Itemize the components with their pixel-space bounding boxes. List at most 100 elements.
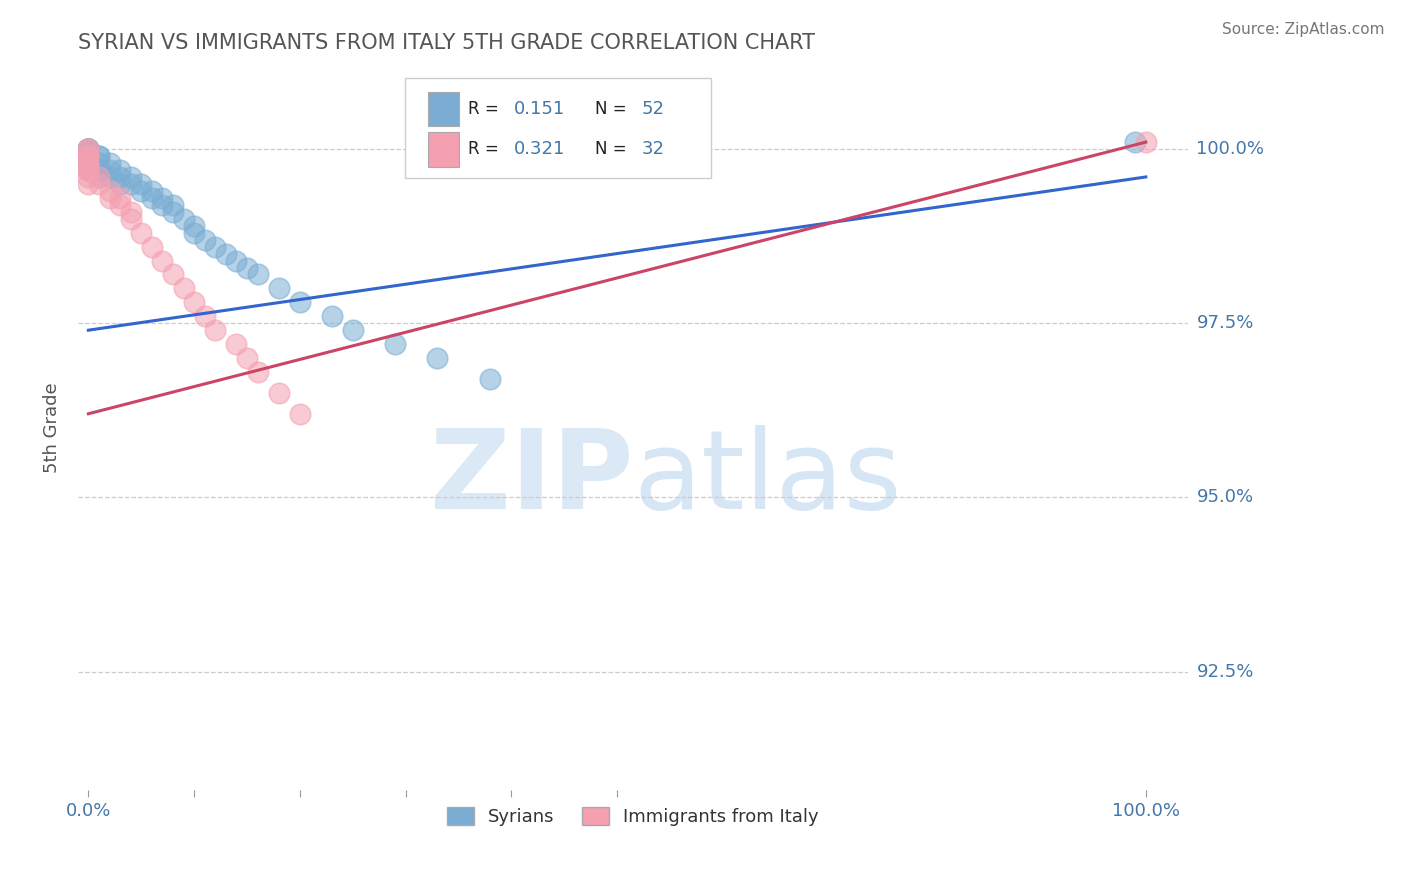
Point [150,253,173,268]
Text: R =: R = [468,100,503,118]
Point [1123,135,1146,149]
Point [87,169,110,184]
Point [120,169,142,184]
Point [215,246,238,260]
Point [77,149,100,163]
Point [225,253,247,268]
Point [77,142,100,156]
Point [150,198,173,212]
Point [77,163,100,178]
Point [77,149,100,163]
Legend: Syrians, Immigrants from Italy: Syrians, Immigrants from Italy [437,797,828,835]
Point [183,219,205,233]
Point [162,268,184,282]
Point [120,177,142,191]
Text: 52: 52 [643,100,665,118]
Point [204,323,226,337]
Point [129,177,152,191]
Point [225,337,247,351]
Point [120,211,142,226]
Point [87,169,110,184]
Point [194,310,217,324]
Point [173,211,195,226]
Text: 95.0%: 95.0% [1197,488,1254,507]
Point [267,385,290,400]
Point [77,142,100,156]
Point [108,169,131,184]
Point [288,295,311,310]
Text: N =: N = [595,100,633,118]
Text: SYRIAN VS IMMIGRANTS FROM ITALY 5TH GRADE CORRELATION CHART: SYRIAN VS IMMIGRANTS FROM ITALY 5TH GRAD… [77,33,815,53]
Point [129,184,152,198]
Point [77,149,100,163]
Point [77,163,100,178]
Point [321,310,343,324]
Text: 0.151: 0.151 [515,100,565,118]
Point [129,226,152,240]
Text: 100.0%: 100.0% [1197,140,1264,158]
Point [77,142,100,156]
Point [288,407,311,421]
Point [236,351,259,365]
Point [194,233,217,247]
Point [173,281,195,295]
Point [246,365,269,379]
Point [77,142,100,156]
Point [108,177,131,191]
Point [87,149,110,163]
Text: 32: 32 [643,140,665,158]
Point [183,226,205,240]
Point [141,239,163,253]
Point [108,191,131,205]
Point [236,260,259,275]
Point [98,163,121,178]
Point [77,156,100,170]
Point [87,163,110,178]
Point [120,204,142,219]
Point [183,295,205,310]
FancyBboxPatch shape [405,78,710,178]
Point [108,198,131,212]
Point [77,149,100,163]
Point [98,184,121,198]
Point [87,156,110,170]
Point [87,149,110,163]
Y-axis label: 5th Grade: 5th Grade [44,383,60,473]
FancyBboxPatch shape [427,132,458,167]
Text: 97.5%: 97.5% [1197,314,1254,332]
Point [77,149,100,163]
Point [98,156,121,170]
Point [426,351,449,365]
Point [246,268,269,282]
Point [77,163,100,178]
Point [162,198,184,212]
Point [77,177,100,191]
Point [98,191,121,205]
Text: N =: N = [595,140,633,158]
Point [141,184,163,198]
Text: R =: R = [468,140,503,158]
Point [384,337,406,351]
Point [98,169,121,184]
Point [141,191,163,205]
Point [77,169,100,184]
Point [342,323,364,337]
Point [162,204,184,219]
Point [108,163,131,178]
Point [77,142,100,156]
Point [77,142,100,156]
Point [77,142,100,156]
Point [77,142,100,156]
Point [150,191,173,205]
Point [87,163,110,178]
Point [1135,135,1157,149]
Point [77,142,100,156]
Point [204,239,226,253]
Point [479,372,502,386]
Text: 92.5%: 92.5% [1197,663,1254,681]
Point [77,142,100,156]
Text: Source: ZipAtlas.com: Source: ZipAtlas.com [1222,22,1385,37]
Point [87,177,110,191]
Point [267,281,290,295]
Text: ZIP: ZIP [430,425,633,532]
